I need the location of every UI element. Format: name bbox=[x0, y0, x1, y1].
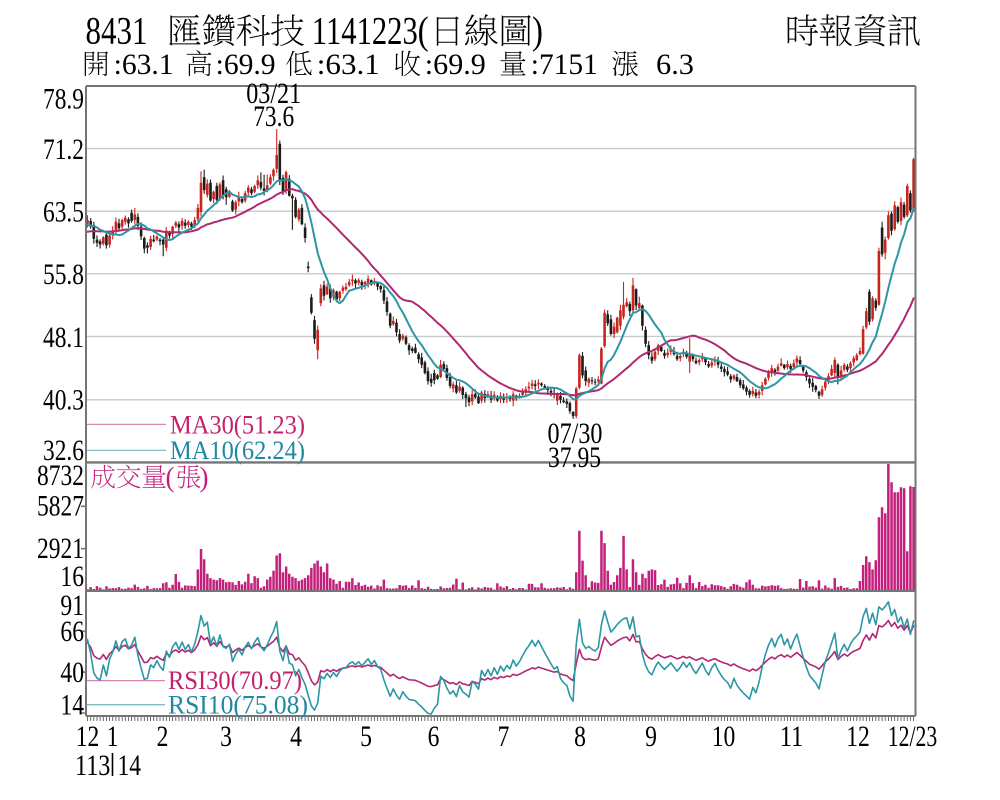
svg-text:48.1: 48.1 bbox=[43, 321, 84, 354]
svg-text:6: 6 bbox=[428, 720, 440, 753]
svg-text::63.1: :63.1 bbox=[317, 48, 380, 81]
svg-text:12: 12 bbox=[76, 720, 100, 753]
svg-text:): ) bbox=[532, 10, 543, 53]
svg-text:12/23: 12/23 bbox=[888, 720, 938, 753]
svg-text::69.9: :69.9 bbox=[216, 48, 276, 81]
svg-text:4: 4 bbox=[290, 720, 302, 753]
svg-text:9: 9 bbox=[645, 720, 657, 753]
svg-text:40: 40 bbox=[60, 656, 84, 689]
svg-text:1141223: 1141223 bbox=[312, 10, 418, 53]
svg-text:66: 66 bbox=[60, 615, 84, 648]
svg-text:MA10(62.24): MA10(62.24) bbox=[170, 436, 305, 465]
svg-text:1: 1 bbox=[107, 720, 119, 753]
svg-text:07/30: 07/30 bbox=[548, 417, 603, 450]
svg-text:11: 11 bbox=[780, 720, 804, 753]
svg-text::69.9: :69.9 bbox=[425, 48, 486, 81]
svg-text:12: 12 bbox=[846, 720, 870, 753]
svg-text:8732: 8732 bbox=[37, 459, 84, 492]
svg-text:RSI10(75.08): RSI10(75.08) bbox=[168, 691, 308, 720]
svg-text:5: 5 bbox=[360, 720, 372, 753]
svg-text:71.2: 71.2 bbox=[43, 133, 84, 166]
svg-text:8431: 8431 bbox=[86, 10, 148, 53]
svg-text:40.3: 40.3 bbox=[43, 383, 84, 416]
svg-text:3: 3 bbox=[220, 720, 232, 753]
svg-text:6.3: 6.3 bbox=[656, 48, 694, 81]
svg-text::63.1: :63.1 bbox=[114, 48, 174, 81]
svg-text:RSI30(70.97): RSI30(70.97) bbox=[168, 666, 302, 695]
svg-text:(: ( bbox=[418, 10, 429, 53]
svg-text:5827: 5827 bbox=[37, 490, 84, 523]
svg-text:8: 8 bbox=[574, 720, 586, 753]
svg-text:2921: 2921 bbox=[37, 532, 84, 565]
svg-text:37.95: 37.95 bbox=[548, 441, 601, 474]
svg-text:55.8: 55.8 bbox=[43, 258, 84, 291]
svg-text:(: ( bbox=[166, 463, 175, 494]
svg-text:91: 91 bbox=[60, 589, 84, 622]
svg-text:2: 2 bbox=[157, 720, 169, 753]
svg-text:7: 7 bbox=[498, 720, 510, 753]
svg-text:78.9: 78.9 bbox=[43, 83, 84, 116]
svg-text:14: 14 bbox=[118, 749, 142, 782]
svg-text:03/21: 03/21 bbox=[246, 77, 301, 110]
svg-text:63.5: 63.5 bbox=[43, 195, 84, 228]
svg-text:): ) bbox=[200, 463, 209, 494]
svg-text:10: 10 bbox=[712, 720, 736, 753]
svg-text:16: 16 bbox=[60, 560, 84, 593]
svg-text:MA30(51.23): MA30(51.23) bbox=[170, 411, 305, 440]
svg-text:32.6: 32.6 bbox=[43, 434, 84, 467]
svg-text:14: 14 bbox=[60, 689, 84, 722]
svg-text:113: 113 bbox=[75, 749, 110, 782]
svg-text::7151: :7151 bbox=[531, 48, 598, 81]
svg-text:73.6: 73.6 bbox=[253, 100, 294, 133]
